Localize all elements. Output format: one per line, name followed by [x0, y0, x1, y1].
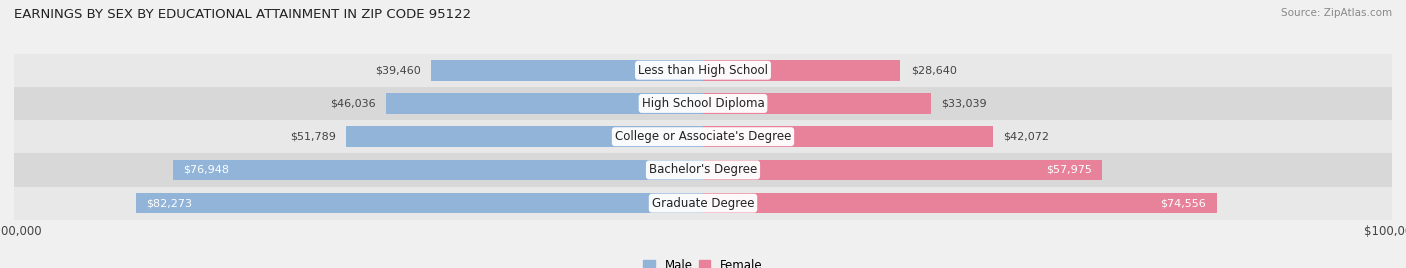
Bar	[14, 187, 1392, 220]
Bar	[173, 160, 703, 180]
Bar	[346, 126, 703, 147]
Bar	[703, 60, 900, 80]
Text: $76,948: $76,948	[183, 165, 229, 175]
Text: $28,640: $28,640	[911, 65, 956, 75]
Bar	[703, 126, 993, 147]
Text: College or Associate's Degree: College or Associate's Degree	[614, 130, 792, 143]
Text: Source: ZipAtlas.com: Source: ZipAtlas.com	[1281, 8, 1392, 18]
Bar	[136, 193, 703, 213]
Text: $74,556: $74,556	[1160, 198, 1206, 208]
Text: Less than High School: Less than High School	[638, 64, 768, 77]
Text: EARNINGS BY SEX BY EDUCATIONAL ATTAINMENT IN ZIP CODE 95122: EARNINGS BY SEX BY EDUCATIONAL ATTAINMEN…	[14, 8, 471, 21]
Text: $51,789: $51,789	[290, 132, 336, 142]
Bar	[703, 160, 1102, 180]
Text: High School Diploma: High School Diploma	[641, 97, 765, 110]
Bar	[703, 93, 931, 114]
Bar	[703, 193, 1216, 213]
Bar	[385, 93, 703, 114]
Text: $82,273: $82,273	[146, 198, 193, 208]
Legend: Male, Female: Male, Female	[638, 255, 768, 268]
Text: $46,036: $46,036	[330, 98, 375, 109]
Text: $33,039: $33,039	[941, 98, 987, 109]
Bar	[14, 153, 1392, 187]
Text: Graduate Degree: Graduate Degree	[652, 197, 754, 210]
Text: Bachelor's Degree: Bachelor's Degree	[650, 163, 756, 176]
Text: $42,072: $42,072	[1004, 132, 1049, 142]
Bar	[432, 60, 703, 80]
Text: $57,975: $57,975	[1046, 165, 1092, 175]
Bar	[14, 120, 1392, 153]
Bar	[14, 87, 1392, 120]
Text: $39,460: $39,460	[375, 65, 420, 75]
Bar	[14, 54, 1392, 87]
